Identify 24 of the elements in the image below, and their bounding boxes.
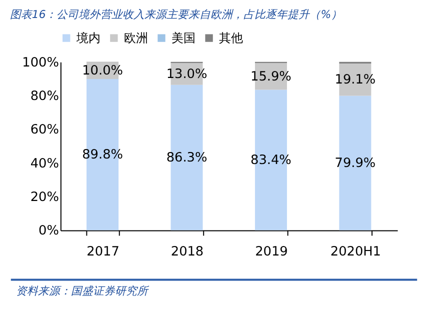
y-tick-label: 100% — [22, 55, 59, 70]
legend-label: 境内 — [75, 31, 100, 46]
x-tick-label: 2020H1 — [330, 244, 381, 260]
x-tick-label: 2018 — [170, 244, 204, 260]
data-label: 83.4% — [250, 152, 292, 168]
x-tick-label: 2017 — [86, 244, 120, 260]
legend-label: 美国 — [171, 31, 196, 46]
data-label: 13.0% — [166, 66, 208, 82]
data-label: 10.0% — [82, 64, 123, 79]
y-tick-label: 60% — [30, 122, 59, 138]
x-tick-label: 2019 — [255, 244, 288, 260]
legend-label: 欧洲 — [124, 31, 148, 46]
data-label: 19.1% — [334, 72, 376, 88]
data-label: 15.9% — [250, 69, 292, 84]
y-tick-label: 0% — [38, 224, 59, 239]
y-tick-label: 20% — [30, 190, 59, 206]
text: 资料来源：国盛证券研究所 — [16, 284, 150, 298]
data-label: 89.8% — [82, 148, 123, 163]
y-tick-label: 40% — [30, 156, 59, 172]
data-label: 86.3% — [166, 150, 208, 166]
data-label: 79.9% — [334, 156, 376, 171]
legend-label: 其他 — [218, 31, 243, 46]
y-tick-label: 80% — [30, 88, 59, 104]
chart-title: 图表16：公司境外营业收入来源主要来自欧洲，占比逐年提升（%） — [10, 8, 342, 22]
